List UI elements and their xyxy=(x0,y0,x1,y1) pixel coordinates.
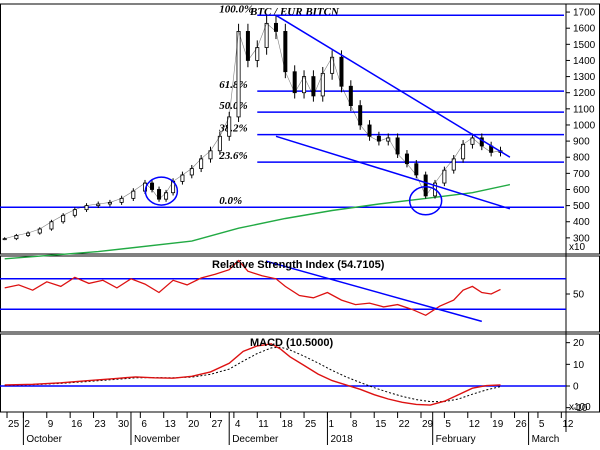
price-candle-body xyxy=(61,214,66,223)
x-tick-label: 25 xyxy=(305,419,317,430)
price-y-tick-label: 1100 xyxy=(573,104,595,115)
fib-label: 50.0% xyxy=(219,100,247,112)
price-panel: 300 400 500 600 700 800 900 1000 1100 1200 1300 140… xyxy=(0,3,596,260)
fib-label: 23.6% xyxy=(218,150,247,162)
x-tick-label: 13 xyxy=(165,419,177,430)
x-tick-label: 2 xyxy=(24,419,30,430)
x-tick-label: 16 xyxy=(71,419,83,430)
x-axis: 25 2 9 16 23 30 6 13 20 27 4 11 18 25 1 8 15 22 29 5 12 19 26 5… xyxy=(6,412,574,445)
price-y-tick-label: 400 xyxy=(573,217,590,228)
rsi-title: Relative Strength Index (54.7105) xyxy=(212,259,385,271)
macd-y-tick-label: 10 xyxy=(573,360,585,371)
macd-signal-line xyxy=(4,346,501,403)
price-y-tick-label: 800 xyxy=(573,153,590,164)
price-title: BTC / EUR BITCN xyxy=(249,6,340,18)
month-label: October xyxy=(26,434,62,445)
macd-line xyxy=(4,343,501,406)
price-y-tick-label: 1600 xyxy=(573,24,596,35)
macd-y-tick-label: -10 xyxy=(573,403,588,414)
macd-y-tick-label: 0 xyxy=(573,382,579,393)
x-tick-label: 6 xyxy=(141,419,147,430)
macd-multiplier-label: x100 xyxy=(569,402,591,413)
highlight-ellipse xyxy=(408,186,443,216)
x-tick-label: 8 xyxy=(352,419,358,430)
rsi-line xyxy=(4,259,501,317)
rsi-panel: 50 Relative Strength Index (54.7105) xyxy=(0,259,585,323)
x-tick-label: 25 xyxy=(8,419,20,430)
panel-borders xyxy=(0,3,600,432)
fib-label: 61.8% xyxy=(219,79,247,91)
month-label: February xyxy=(436,434,476,445)
price-y-tick-label: 1500 xyxy=(573,40,596,51)
price-multiplier-label: x10 xyxy=(569,242,586,253)
price-candle-body xyxy=(2,238,7,241)
price-y-tick-label: 300 xyxy=(573,233,590,244)
x-tick-label: 26 xyxy=(516,419,528,430)
price-candle-body xyxy=(131,190,136,199)
fib-label: 0.0% xyxy=(219,195,242,207)
x-tick-label: 9 xyxy=(48,419,54,430)
macd-y-tick-label: 20 xyxy=(573,338,585,349)
rsi-y-tick-label: 50 xyxy=(573,290,585,301)
x-tick-label: 4 xyxy=(235,419,241,430)
price-y-tick-label: 1400 xyxy=(573,56,596,67)
price-y-tick-label: 1000 xyxy=(573,120,596,131)
price-y-tick-label: 1300 xyxy=(573,72,596,83)
x-tick-label: 23 xyxy=(95,419,107,430)
x-tick-label: 5 xyxy=(445,419,451,430)
x-tick-label: 27 xyxy=(211,419,223,430)
macd-title: MACD (10.5000) xyxy=(250,337,333,349)
trend-channel-upper xyxy=(275,14,511,158)
x-tick-label: 5 xyxy=(539,419,545,430)
price-candle-body xyxy=(49,221,54,230)
month-label: November xyxy=(134,434,181,445)
price-y-tick-label: 700 xyxy=(573,169,590,180)
x-tick-label: 18 xyxy=(282,419,294,430)
rsi-trendline xyxy=(266,260,483,323)
x-tick-label: 1 xyxy=(328,419,334,430)
moving-average-line xyxy=(4,183,511,260)
x-tick-label: 29 xyxy=(422,419,434,430)
trend-channel-lower xyxy=(275,135,511,210)
price-close-line xyxy=(4,22,501,239)
x-tick-label: 20 xyxy=(188,419,200,430)
highlight-ellipse xyxy=(144,176,179,206)
price-candle-body xyxy=(72,209,77,216)
x-tick-label: 12 xyxy=(469,419,481,430)
price-y-tick-label: 500 xyxy=(573,201,590,212)
month-label: 2018 xyxy=(330,434,353,445)
price-y-tick-label: 900 xyxy=(573,137,590,148)
x-tick-label: 22 xyxy=(399,419,411,430)
x-tick-label: 12 xyxy=(562,419,574,430)
month-label: March xyxy=(532,434,560,445)
x-tick-label: 15 xyxy=(375,419,387,430)
price-y-tick-label: 1700 xyxy=(573,8,596,19)
price-y-tick-label: 1200 xyxy=(573,88,596,99)
fib-label: 100.0% xyxy=(219,3,253,15)
month-label: December xyxy=(232,434,279,445)
x-tick-label: 11 xyxy=(258,419,269,430)
price-y-tick-label: 600 xyxy=(573,185,590,196)
x-tick-label: 30 xyxy=(118,419,130,430)
x-tick-label: 19 xyxy=(492,419,504,430)
fib-label: 38.2% xyxy=(218,123,247,135)
